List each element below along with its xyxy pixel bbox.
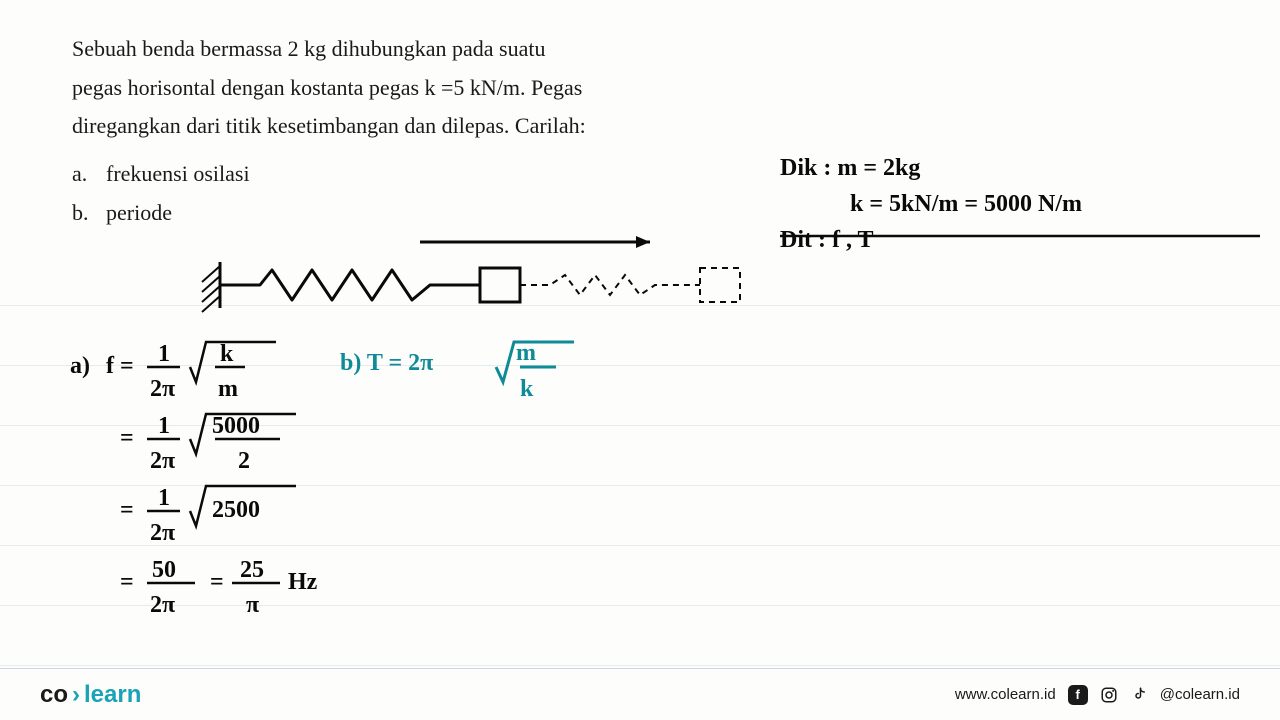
work-a-label: a) xyxy=(70,348,90,384)
den: 2π xyxy=(150,587,175,623)
den: 2π xyxy=(150,515,175,551)
den2: π xyxy=(246,587,259,623)
facebook-icon: f xyxy=(1068,685,1088,705)
den: 2π xyxy=(150,443,175,479)
footer-handle: @colearn.id xyxy=(1160,686,1240,703)
footer-logo: co › learn xyxy=(40,681,141,709)
work-b-block: b) T = 2π m k xyxy=(340,345,433,381)
eq: = xyxy=(120,420,134,456)
lhs: f = xyxy=(106,348,134,384)
num: 50 xyxy=(152,552,176,588)
num: 1 xyxy=(158,336,170,372)
spring-diagram xyxy=(202,236,740,312)
sqrt-den: m xyxy=(218,371,238,407)
logo-co: co xyxy=(40,681,68,709)
logo-dot: › xyxy=(72,681,80,709)
logo-learn: learn xyxy=(84,681,141,709)
mass-box xyxy=(480,268,520,302)
tiktok-icon xyxy=(1130,686,1148,704)
sqrt-num: m xyxy=(516,335,536,371)
sqrt-den: k xyxy=(520,371,533,407)
num: 1 xyxy=(158,480,170,516)
work-b-formula: T = 2π xyxy=(367,350,433,376)
spring-dashed xyxy=(520,275,700,295)
footer: co › learn www.colearn.id f @colearn.id xyxy=(0,668,1280,720)
work-a-block: a) f = 1 2π k m = 1 2π 5000 2 = 1 2π 250… xyxy=(70,343,330,631)
num2: 25 xyxy=(240,552,264,588)
sqrt-den: 2 xyxy=(238,443,250,479)
eq2: = xyxy=(210,564,224,600)
spring-solid xyxy=(220,270,480,300)
den: 2π xyxy=(150,371,175,407)
sqrt-num: 2500 xyxy=(212,492,260,528)
sqrt-num: k xyxy=(220,336,233,372)
sqrt-num: 5000 xyxy=(212,408,260,444)
direction-arrow-head xyxy=(636,236,650,248)
work-b-label: b) xyxy=(340,350,361,376)
footer-url: www.colearn.id xyxy=(955,686,1056,703)
eq: = xyxy=(120,564,134,600)
footer-right: www.colearn.id f @colearn.id xyxy=(955,685,1240,705)
mass-box-dashed xyxy=(700,268,740,302)
unit: Hz xyxy=(288,564,317,600)
instagram-icon xyxy=(1100,686,1118,704)
eq: = xyxy=(120,492,134,528)
num: 1 xyxy=(158,408,170,444)
